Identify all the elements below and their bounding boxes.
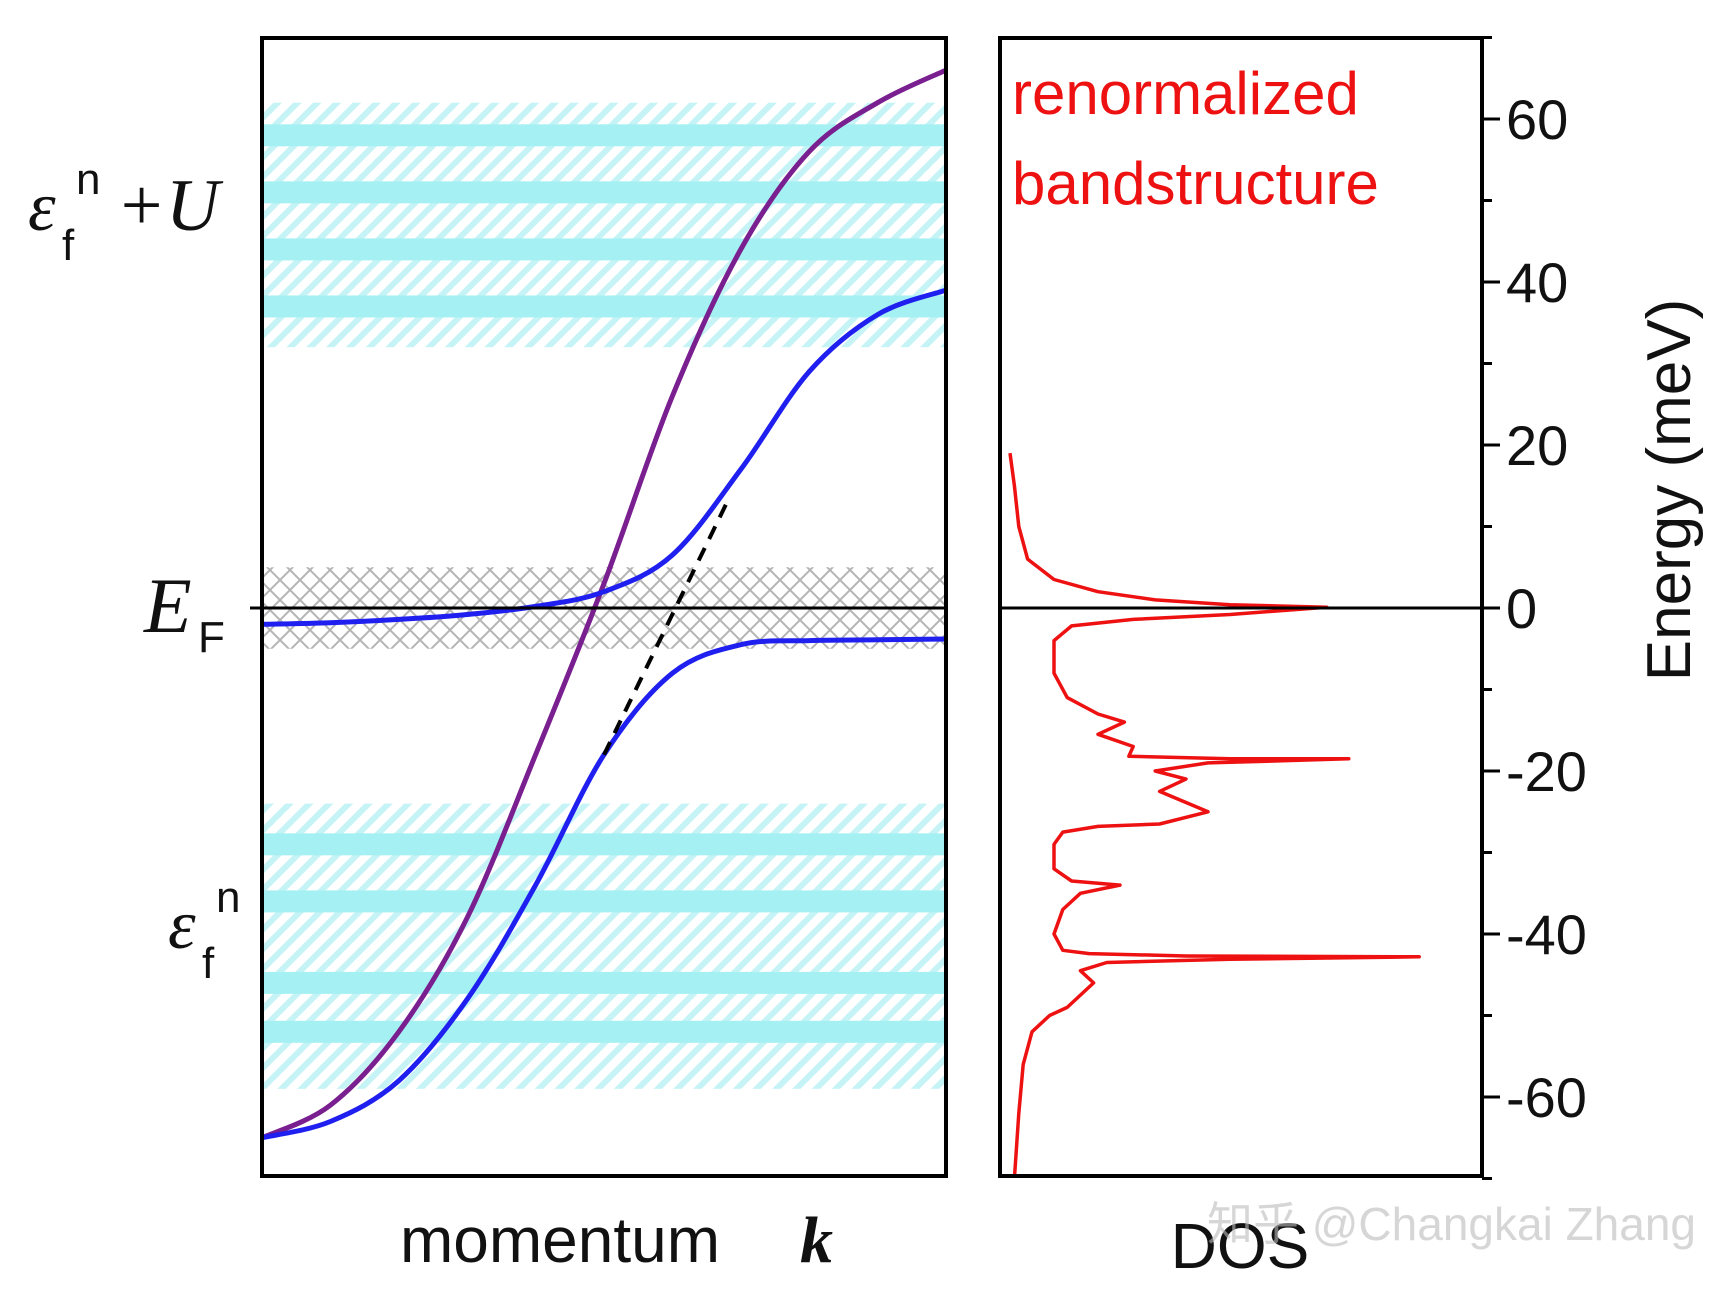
lower-hubbard-band-level [262,971,946,994]
upper-hubbard-band-level [262,124,946,147]
eps-subscript: f [202,939,215,988]
y-tick-label: -20 [1506,740,1587,803]
x-axis-symbol: k [800,1204,833,1277]
dos-panel: 60 40 20 0 -20 -40 -60 renormalized bandstruct… [998,36,1704,1282]
dos-series [1008,452,1421,1176]
band-line-2 [262,636,946,1141]
lower-hubbard-band-level [262,1020,946,1043]
y-axis-label: Energy (meV) [1635,299,1704,681]
upper-hubbard-band-level [262,181,946,204]
shaded-bands [262,102,946,1089]
ef-subscript: F [198,613,225,662]
band-line-1 [262,287,946,627]
lower-hubbard-band-level [262,890,946,913]
y-tick-label: 40 [1506,251,1568,314]
fermi-energy-label: E F [143,562,225,662]
band-line-0 [262,67,946,1141]
y-tick-label: -60 [1506,1066,1587,1129]
dos-title-line2: bandstructure [1012,150,1379,217]
x-axis-label: momentum [400,1204,720,1276]
band-series [262,67,946,1141]
eps-superscript: n [76,155,100,204]
dos-curve [1008,452,1421,1176]
plus-u-suffix: +U [116,165,224,247]
upper-hubbard-band-level [262,295,946,318]
ef-symbol: E [143,562,192,649]
bandstructure-frame [260,36,948,1178]
y-tick-label: 60 [1506,88,1568,151]
title-line-1: renormalized [1012,60,1359,127]
eps-symbol: ε [168,887,196,964]
eps-f-label: ε f n [168,873,240,988]
y-tick-label: 20 [1506,414,1568,477]
lower-hubbard-band-level [262,833,946,856]
eps-symbol: ε [28,169,56,246]
eps-subscript: f [62,221,75,270]
bandstructure-panel: ε f n +U E F ε f n momentum k [28,36,948,1277]
energy-axis-ticks: 60 40 20 0 -20 -40 -60 [1482,36,1587,1180]
upper-hubbard-band-level [262,238,946,261]
eps-superscript: n [216,873,240,922]
y-tick-label: -40 [1506,903,1587,966]
title-line-2: bandstructure [1012,150,1379,217]
dos-x-label: DOS [1171,1210,1310,1282]
dos-title-line1: renormalized [1012,60,1359,127]
watermark: 知乎 @Changkai Zhang [1207,1198,1696,1250]
y-tick-label: 0 [1506,577,1537,640]
eps-f-plus-u-label: ε f n +U [28,155,224,270]
